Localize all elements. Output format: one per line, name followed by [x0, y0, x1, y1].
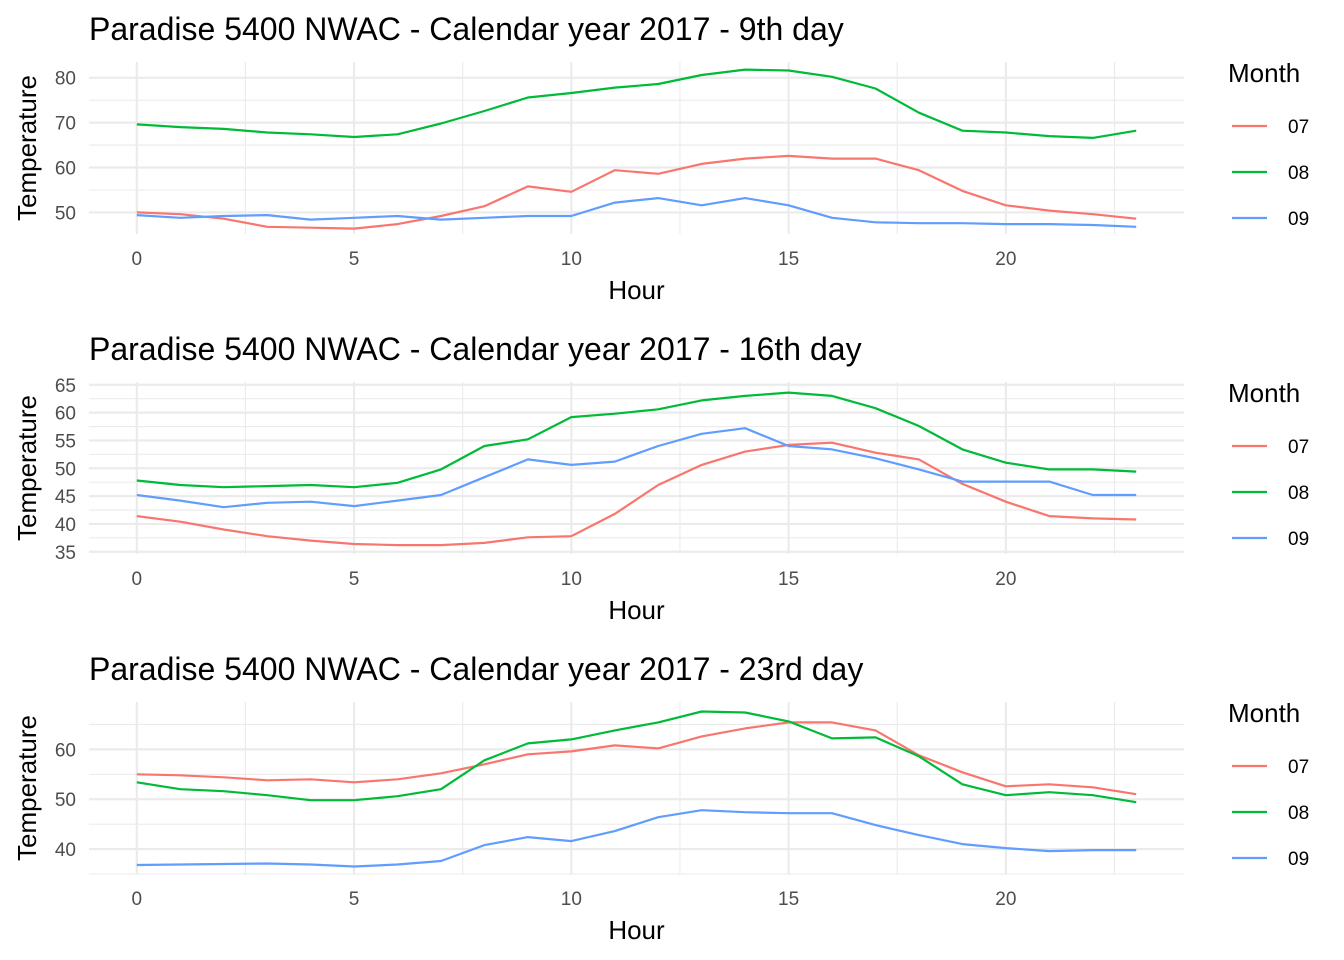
y-tick-label: 80	[55, 69, 76, 90]
legend-label-08: 08	[1288, 483, 1309, 504]
x-tick-label: 15	[778, 249, 799, 270]
y-tick-label: 40	[55, 515, 76, 536]
y-tick-label: 70	[55, 114, 76, 135]
x-tick-label: 20	[995, 569, 1016, 590]
chart-title: Paradise 5400 NWAC - Calendar year 2017 …	[89, 11, 844, 47]
legend-title: Month	[1228, 58, 1300, 88]
x-tick-label: 15	[778, 889, 799, 910]
series-line-07	[136, 721, 1137, 796]
series-line-07	[136, 441, 1137, 547]
legend-label-07: 07	[1288, 437, 1309, 458]
series-line-09	[136, 197, 1137, 228]
x-tick-label: 0	[132, 249, 143, 270]
x-axis-title: Hour	[608, 275, 665, 305]
x-tick-label: 5	[349, 249, 360, 270]
y-tick-label: 65	[55, 376, 76, 397]
x-tick-label: 5	[349, 569, 360, 590]
legend-label-08: 08	[1288, 163, 1309, 184]
x-axis-title: Hour	[608, 915, 665, 945]
x-tick-label: 5	[349, 889, 360, 910]
y-tick-label: 35	[55, 543, 76, 564]
chart-title: Paradise 5400 NWAC - Calendar year 2017 …	[89, 331, 862, 367]
y-tick-label: 50	[55, 459, 76, 480]
x-tick-label: 15	[778, 569, 799, 590]
legend-label-09: 09	[1288, 209, 1309, 230]
y-axis-title: Temperature	[12, 715, 42, 861]
y-tick-label: 60	[55, 159, 76, 180]
y-tick-label: 45	[55, 487, 76, 508]
legend-label-08: 08	[1288, 803, 1309, 824]
legend-title: Month	[1228, 378, 1300, 408]
series-line-08	[136, 68, 1137, 139]
y-tick-label: 40	[55, 840, 76, 861]
x-tick-label: 10	[561, 889, 582, 910]
chart-title: Paradise 5400 NWAC - Calendar year 2017 …	[89, 651, 863, 687]
x-tick-label: 10	[561, 569, 582, 590]
chart-panel-3: 0 5 10 15 20 40 50 60 Paradise 5400 NWAC - Calen…	[12, 651, 1309, 945]
legend-label-07: 07	[1288, 757, 1309, 778]
y-tick-label: 50	[55, 790, 76, 811]
y-tick-label: 60	[55, 404, 76, 425]
series-line-08	[136, 391, 1137, 489]
y-axis-title: Temperature	[12, 75, 42, 221]
y-tick-label: 60	[55, 740, 76, 761]
x-tick-label: 0	[132, 569, 143, 590]
chart-panel-2: 0 5 10 15 20 35 40 45 50 55 60 65 Paradise 5400 NWAC…	[12, 331, 1309, 625]
x-axis-title: Hour	[608, 595, 665, 625]
legend-label-09: 09	[1288, 849, 1309, 870]
x-tick-label: 20	[995, 889, 1016, 910]
series-line-07	[136, 154, 1137, 230]
chart-panel-1: 0 5 10 15 20 50 60 70 80 Paradise 5400 NWAC - Cal…	[12, 11, 1309, 305]
series-line-09	[136, 809, 1137, 868]
x-tick-label: 20	[995, 249, 1016, 270]
legend-title: Month	[1228, 698, 1300, 728]
y-axis-title: Temperature	[12, 395, 42, 541]
legend-label-07: 07	[1288, 117, 1309, 138]
y-tick-label: 55	[55, 431, 76, 452]
x-tick-label: 10	[561, 249, 582, 270]
series-line-08	[136, 710, 1137, 804]
legend-label-09: 09	[1288, 529, 1309, 550]
x-tick-label: 0	[132, 889, 143, 910]
y-tick-label: 50	[55, 203, 76, 224]
series-line-09	[136, 427, 1137, 509]
